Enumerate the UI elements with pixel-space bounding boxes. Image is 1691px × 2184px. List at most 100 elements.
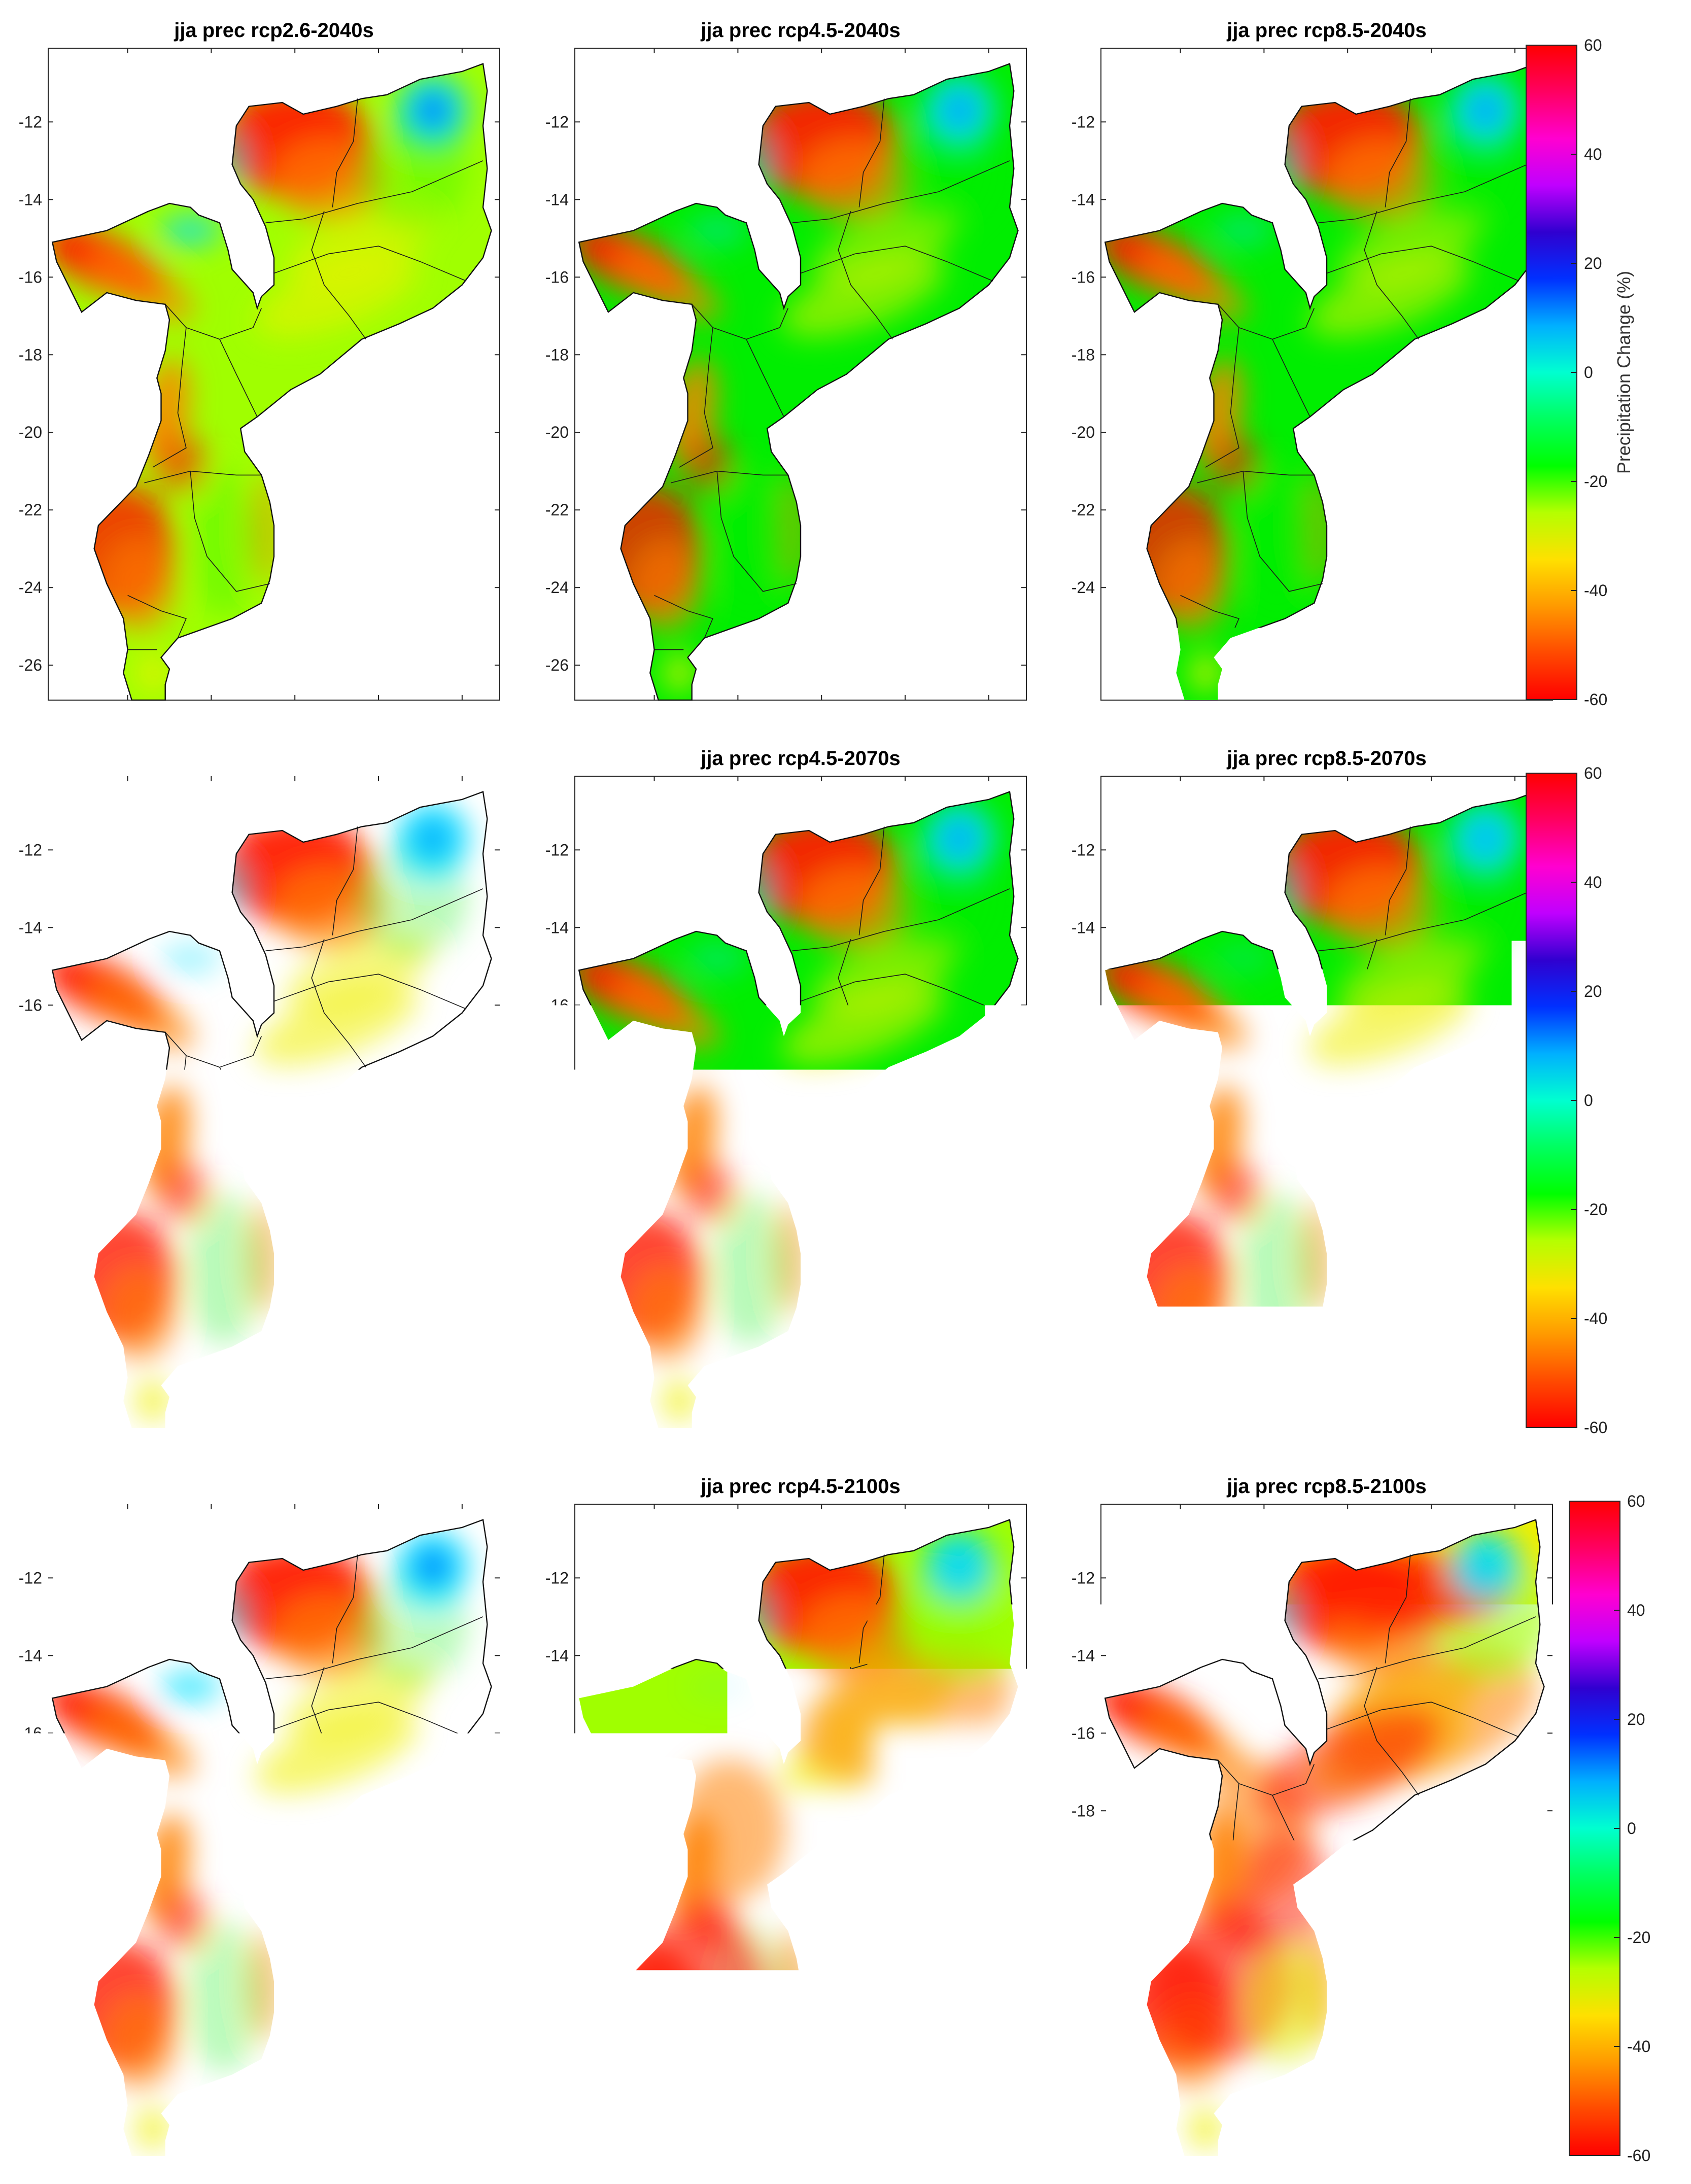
colorbar-gradient <box>1569 1501 1620 2156</box>
lat-tick-label: -26 <box>545 2112 569 2130</box>
colorbar-tick-label: 20 <box>1584 254 1602 272</box>
lat-tick-label: -18 <box>545 1073 569 1092</box>
lat-tick-label: -14 <box>1072 918 1095 937</box>
lat-tick-label: -24 <box>19 2034 42 2053</box>
lat-tick-label: -16 <box>19 268 42 286</box>
field-blob <box>710 1193 791 1345</box>
panel-grid: jja prec rcp2.6-2040s -12 -14 -16 -18 -20 -22 -… <box>19 19 1557 2181</box>
lat-tick-label: -16 <box>1072 1724 1095 1742</box>
lat-tick-label: -20 <box>545 423 569 441</box>
lat-tick-label: -22 <box>545 1229 569 1247</box>
lat-tick-label: -18 <box>1072 345 1095 364</box>
field-blob <box>944 95 975 125</box>
lat-tick-label: -24 <box>545 2034 569 2053</box>
lon-tick-label: 34 <box>729 2163 747 2181</box>
lat-tick-label: -16 <box>545 1724 569 1742</box>
map-panel: jja prec rcp4.5-2040s-12-14-16-18-20-22-… <box>545 19 1026 700</box>
lat-tick-label: -16 <box>1072 996 1095 1014</box>
lat-tick-label: -24 <box>19 578 42 597</box>
field-blob <box>1236 1193 1317 1345</box>
field-blob <box>418 823 448 853</box>
lon-tick-label: 36 <box>286 2163 304 2181</box>
colorbar-tick-label: 0 <box>1584 1091 1593 1110</box>
lat-tick-label: -26 <box>1072 1384 1095 1402</box>
field-blob <box>418 95 448 125</box>
lat-tick-label: -26 <box>545 656 569 674</box>
lat-tick-label: -16 <box>545 268 569 286</box>
lat-tick-label: -14 <box>545 918 569 937</box>
lat-tick-label: -12 <box>19 1569 42 1587</box>
colorbar-gradient <box>1526 773 1577 1428</box>
field-blob <box>183 1921 264 2073</box>
lat-tick-label: -14 <box>19 918 42 937</box>
field-blob <box>1249 1949 1330 2061</box>
map-panel: jja prec rcp8.5-2100s-12-14-16-18-20-22-… <box>1072 1475 1557 2181</box>
lon-tick-label: 38 <box>896 2163 914 2181</box>
colorbar-tick-label: -20 <box>1584 1200 1607 1219</box>
lat-tick-label: -20 <box>1072 1879 1095 1897</box>
panel-title: jja prec rcp2.6-2040s <box>174 19 374 42</box>
panel-title: jja prec rcp8.5-2070s <box>1226 747 1427 770</box>
colorbar-tick-label: -40 <box>1584 581 1607 600</box>
map-panel: jja prec rcp4.5-2070s -12 -14 -16 -18 -20 -22 -… <box>545 747 1026 1428</box>
lat-tick-label: -14 <box>545 190 569 209</box>
lat-tick-label: -24 <box>1072 1306 1095 1325</box>
panel-title: jja prec rcp8.5-2100s <box>1226 1475 1427 1498</box>
lat-tick-label: -16 <box>19 1724 42 1742</box>
colorbar: 60 40 20 0 -20 -40 -60 Precipitation Change (%) <box>1569 1492 1677 2165</box>
panel-title: jja prec rcp4.5-2070s <box>700 747 901 770</box>
lat-tick-label: -22 <box>19 1229 42 1247</box>
map-panel: jja prec rcp2.6-2040s-12-14-16-18-20-22-… <box>19 19 500 700</box>
lat-tick-label: -26 <box>1072 2112 1095 2130</box>
field-blob <box>710 465 791 617</box>
lat-tick-label: -26 <box>19 1384 42 1402</box>
lat-tick-label: -22 <box>19 1957 42 1975</box>
lon-tick-label: 32 <box>119 2163 137 2181</box>
lon-tick-label: 32 <box>645 2163 664 2181</box>
lat-tick-label: -22 <box>1072 1957 1095 1975</box>
lat-tick-label: -24 <box>1072 2034 1095 2053</box>
lat-tick-label: -14 <box>1072 1646 1095 1665</box>
lat-tick-label: -18 <box>1072 1073 1095 1092</box>
lat-tick-label: -14 <box>19 190 42 209</box>
colorbar: 60 40 20 0 -20 -40 -60 Precipitation Change (%) <box>1526 764 1634 1437</box>
lat-tick-label: -12 <box>545 1569 569 1587</box>
lon-tick-label: 38 <box>1422 2163 1440 2181</box>
lat-tick-label: -12 <box>19 113 42 131</box>
map-panel: jja prec rcp2.6-2100s -12 -14 -16 -18 -20 -22 -… <box>19 1475 500 2181</box>
lat-tick-label: -12 <box>19 841 42 859</box>
lat-tick-label: -20 <box>1072 423 1095 441</box>
lat-tick-label: -14 <box>1072 190 1095 209</box>
colorbar: 60 40 20 0 -20 -40 -60 Precipitation Change (%) <box>1526 36 1634 709</box>
colorbar-tick-label: 20 <box>1584 982 1602 1000</box>
lat-tick-label: -16 <box>19 996 42 1014</box>
lat-tick-label: -26 <box>1072 656 1095 674</box>
colorbar-tick-label: 0 <box>1584 363 1593 382</box>
lat-tick-label: -18 <box>19 1073 42 1092</box>
field-blob <box>183 1193 264 1345</box>
lat-tick-label: -26 <box>19 2112 42 2130</box>
lon-tick-label: 40 <box>980 2163 998 2181</box>
lat-tick-label: -12 <box>545 841 569 859</box>
lat-tick-label: -20 <box>545 1151 569 1169</box>
lat-tick-label: -12 <box>545 113 569 131</box>
colorbar-tick-label: 60 <box>1584 36 1602 54</box>
lat-tick-label: -12 <box>1072 1569 1095 1587</box>
panel-title: jja prec rcp2.6-2100s <box>174 1475 374 1498</box>
lat-tick-label: -12 <box>1072 113 1095 131</box>
lat-tick-label: -20 <box>1072 1151 1095 1169</box>
lat-tick-label: -22 <box>19 501 42 519</box>
panel-title: jja prec rcp4.5-2040s <box>700 19 901 42</box>
colorbar-tick-label: -20 <box>1584 472 1607 491</box>
colorbar-tick-label: 20 <box>1627 1710 1645 1728</box>
lat-tick-label: -18 <box>545 345 569 364</box>
lat-tick-label: -22 <box>1072 1229 1095 1247</box>
lat-tick-label: -24 <box>545 578 569 597</box>
lat-tick-label: -20 <box>19 1879 42 1897</box>
colorbar-tick-label: -40 <box>1627 2037 1650 2056</box>
lat-tick-label: -16 <box>545 996 569 1014</box>
map-panel: jja prec rcp4.5-2100s-12-14-16-18-20-22-… <box>545 1475 1031 2181</box>
field-blob <box>1236 465 1317 617</box>
map-panel: jja prec rcp8.5-2070s -12 -14 -16 -18 -20 -22 -… <box>1072 747 1552 1428</box>
colorbar-tick-label: 60 <box>1584 764 1602 782</box>
